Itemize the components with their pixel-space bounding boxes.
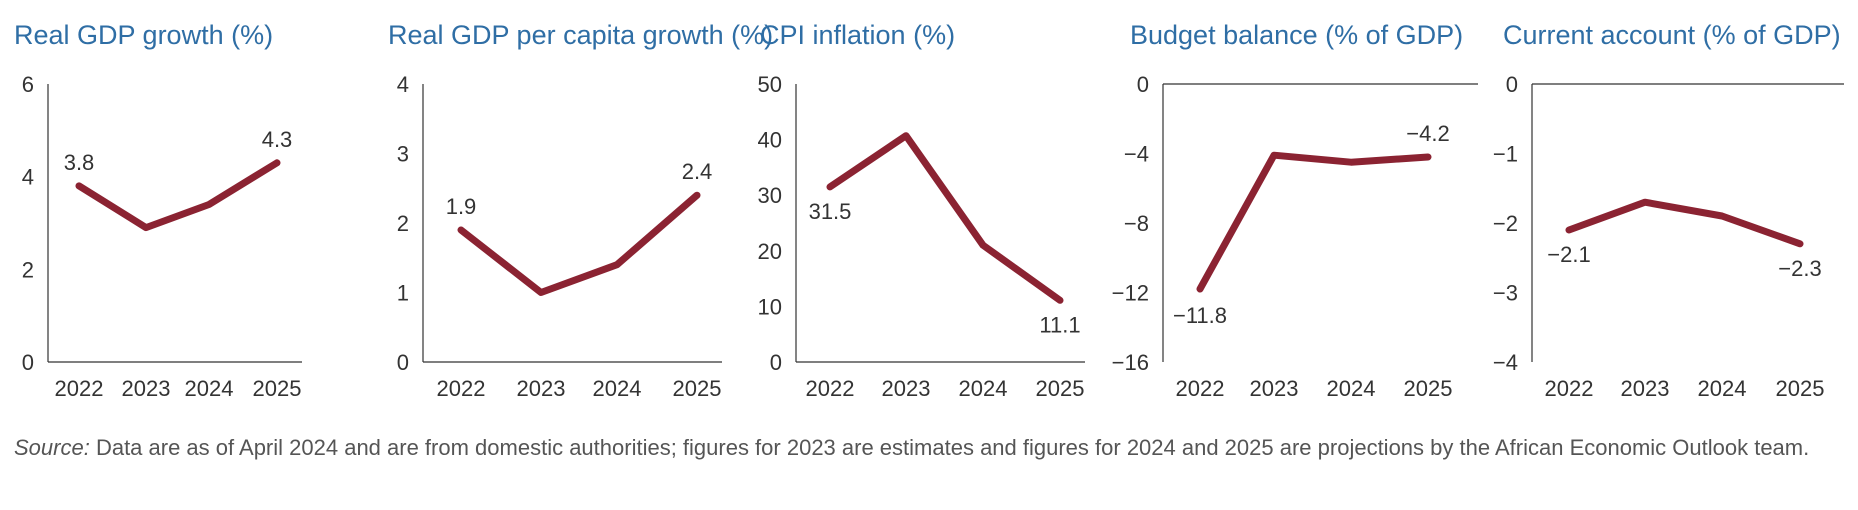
chart-2-y-tick-label: 2 bbox=[397, 211, 409, 236]
chart-5-data-label: −2.3 bbox=[1778, 256, 1821, 281]
chart-3-x-tick-label: 2023 bbox=[882, 376, 931, 400]
chart-4-data-label: −4.2 bbox=[1406, 121, 1449, 146]
chart-5-y-tick-label: −1 bbox=[1493, 142, 1518, 167]
chart-4-y-tick-label: −16 bbox=[1112, 350, 1149, 375]
chart-4-x-tick-label: 2022 bbox=[1176, 376, 1225, 400]
chart-3-y-tick-label: 0 bbox=[770, 350, 782, 375]
chart-4-series-line bbox=[1196, 151, 1432, 293]
chart-3-y-tick-label: 10 bbox=[758, 294, 782, 319]
chart-4-y-tick-label: −8 bbox=[1124, 211, 1149, 236]
chart-4-y-tick-label: 0 bbox=[1137, 72, 1149, 97]
chart-2-y-tick-label: 4 bbox=[397, 72, 409, 97]
chart-1-y-tick-label: 6 bbox=[22, 72, 34, 97]
chart-2-y-tick-label: 1 bbox=[397, 281, 409, 306]
chart-1-x-tick-label: 2025 bbox=[253, 376, 302, 400]
chart-3-series-line bbox=[826, 132, 1064, 304]
chart-1-y-tick-label: 2 bbox=[22, 257, 34, 282]
chart-1-x-tick-label: 2023 bbox=[122, 376, 171, 400]
chart-2-x-tick-label: 2023 bbox=[517, 376, 566, 400]
chart-5-y-tick-label: 0 bbox=[1506, 72, 1518, 97]
chart-2-y-tick-label: 0 bbox=[397, 350, 409, 375]
chart-5-x-tick-label: 2025 bbox=[1776, 376, 1825, 400]
chart-5-x-tick-label: 2024 bbox=[1698, 376, 1747, 400]
chart-2-x-tick-label: 2024 bbox=[593, 376, 642, 400]
chart-3-x-tick-label: 2025 bbox=[1036, 376, 1085, 400]
chart-5-y-tick-label: −4 bbox=[1493, 350, 1518, 375]
chart-2-series-line bbox=[457, 191, 701, 296]
chart-1-y-tick-label: 0 bbox=[22, 350, 34, 375]
chart-2-data-label: 1.9 bbox=[446, 194, 477, 219]
chart-5-y-tick-label: −3 bbox=[1493, 281, 1518, 306]
source-prefix: Source: bbox=[14, 435, 90, 460]
chart-3-y-tick-label: 50 bbox=[758, 72, 782, 97]
chart-4-title: Budget balance (% of GDP) bbox=[1130, 20, 1463, 50]
chart-1-y-tick-label: 4 bbox=[22, 165, 34, 190]
chart-1-title: Real GDP growth (%) bbox=[14, 20, 273, 50]
chart-1-series-line bbox=[75, 159, 281, 232]
chart-1-data-label: 3.8 bbox=[64, 150, 95, 175]
chart-2-data-label: 2.4 bbox=[682, 159, 713, 184]
chart-3-title: CPI inflation (%) bbox=[760, 20, 955, 50]
chart-5-y-tick-label: −2 bbox=[1493, 211, 1518, 236]
chart-5-data-label: −2.1 bbox=[1547, 242, 1590, 267]
chart-3-x-tick-label: 2022 bbox=[806, 376, 855, 400]
chart-5-title: Current account (% of GDP) bbox=[1503, 20, 1841, 50]
chart-1-x-tick-label: 2022 bbox=[55, 376, 104, 400]
chart-4-x-tick-label: 2024 bbox=[1327, 376, 1376, 400]
chart-3-y-tick-label: 30 bbox=[758, 183, 782, 208]
source-note: Source: Data are as of April 2024 and ar… bbox=[14, 434, 1844, 462]
chart-4-data-label: −11.8 bbox=[1173, 303, 1227, 328]
chart-4-x-tick-label: 2025 bbox=[1404, 376, 1453, 400]
chart-3-data-label: 31.5 bbox=[809, 199, 852, 224]
chart-2-x-tick-label: 2022 bbox=[437, 376, 486, 400]
chart-4-y-tick-label: −12 bbox=[1112, 281, 1149, 306]
chart-5-x-tick-label: 2023 bbox=[1621, 376, 1670, 400]
chart-3-y-tick-label: 40 bbox=[758, 128, 782, 153]
chart-1-data-label: 4.3 bbox=[262, 127, 293, 152]
source-text: Data are as of April 2024 and are from d… bbox=[89, 435, 1810, 460]
chart-1-x-tick-label: 2024 bbox=[185, 376, 234, 400]
chart-3-x-tick-label: 2024 bbox=[959, 376, 1008, 400]
chart-3-data-label: 11.1 bbox=[1039, 312, 1080, 337]
chart-4-x-tick-label: 2023 bbox=[1250, 376, 1299, 400]
chart-4-y-tick-label: −4 bbox=[1124, 142, 1149, 167]
chart-2-y-tick-label: 3 bbox=[397, 142, 409, 167]
chart-2-x-tick-label: 2025 bbox=[673, 376, 722, 400]
chart-5-x-tick-label: 2022 bbox=[1545, 376, 1594, 400]
chart-3-y-tick-label: 20 bbox=[758, 239, 782, 264]
chart-5-series-line bbox=[1565, 198, 1804, 248]
chart-2-title: Real GDP per capita growth (%) bbox=[388, 20, 773, 50]
